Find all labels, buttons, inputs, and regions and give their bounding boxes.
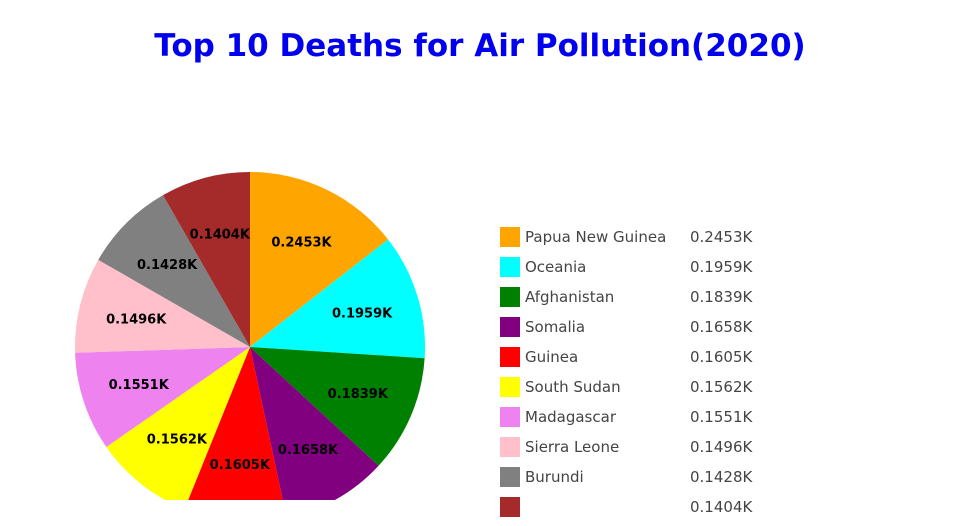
pie-slice [163, 172, 250, 347]
slice-data-label: 0.1839K [328, 387, 389, 402]
legend-label: Afghanistan [525, 288, 615, 306]
legend-label: South Sudan [525, 378, 621, 396]
legend-label: Guinea [525, 348, 579, 366]
pie-slice [250, 172, 389, 347]
pie-slice [75, 347, 250, 447]
legend-swatch [500, 347, 520, 367]
legend-item[interactable]: Afghanistan 0.1839K [500, 286, 920, 316]
legend-value: 0.1959K [690, 258, 753, 276]
legend-swatch [500, 227, 520, 247]
legend-label: Burundi [525, 468, 584, 486]
legend-item[interactable]: Guinea 0.1605K [500, 346, 920, 376]
legend-value: 0.1839K [690, 288, 753, 306]
legend-label: Papua New Guinea [525, 228, 667, 246]
legend-swatch [500, 437, 520, 457]
legend-label: Madagascar [525, 408, 616, 426]
slice-data-label: 0.1496K [106, 313, 167, 328]
legend-item[interactable]: Burundi 0.1428K [500, 466, 920, 496]
legend-swatch [500, 317, 520, 337]
legend-item[interactable]: 0.1404K [500, 496, 920, 526]
slice-data-label: 0.1605K [210, 458, 271, 473]
slice-data-label: 0.1959K [332, 307, 393, 322]
slice-data-label: 0.1428K [137, 258, 198, 273]
pie-slice [188, 347, 283, 500]
slice-data-label: 0.1404K [190, 228, 251, 243]
slice-data-label: 0.1658K [278, 443, 339, 458]
legend-value: 0.1404K [690, 498, 753, 516]
pie-chart: 0.2453K 0.1959K 0.1839K 0.1658K 0.1605K0.156… [75, 172, 426, 500]
legend-swatch [500, 467, 520, 487]
legend-label: Somalia [525, 318, 586, 336]
legend-item[interactable]: Somalia 0.1658K [500, 316, 920, 346]
pie-slice [75, 259, 250, 353]
legend-label: Oceania [525, 258, 587, 276]
slice-data-label: 0.2453K [271, 236, 332, 251]
legend-value: 0.1428K [690, 468, 753, 486]
legend-value: 0.1562K [690, 378, 753, 396]
legend: Papua New Guinea 0.2453K Oceania 0.1959K Afg… [500, 226, 920, 526]
legend-swatch [500, 497, 520, 517]
legend-label: Sierra Leone [525, 438, 620, 456]
pie-slice [250, 347, 425, 466]
legend-item[interactable]: Papua New Guinea 0.2453K [500, 226, 920, 256]
legend-item[interactable]: South Sudan 0.1562K [500, 376, 920, 406]
pie-slice [250, 347, 379, 500]
slice-data-label: 0.1551K [109, 378, 170, 393]
legend-item[interactable]: Madagascar 0.1551K [500, 406, 920, 436]
legend-swatch [500, 377, 520, 397]
legend-swatch [500, 287, 520, 307]
legend-value: 0.2453K [690, 228, 753, 246]
chart-title: Top 10 Deaths for Air Pollution(2020) [154, 28, 806, 64]
legend-swatch [500, 257, 520, 277]
pie-slice [106, 347, 250, 500]
legend-item[interactable]: Oceania 0.1959K [500, 256, 920, 286]
legend-swatch [500, 407, 520, 427]
pie-slice [98, 195, 250, 347]
legend-value: 0.1496K [690, 438, 753, 456]
legend-value: 0.1658K [690, 318, 753, 336]
legend-value: 0.1605K [690, 348, 753, 366]
pie-slice [250, 239, 426, 359]
slice-data-label: 0.1562K [147, 433, 208, 448]
legend-value: 0.1551K [690, 408, 753, 426]
legend-item[interactable]: Sierra Leone 0.1496K [500, 436, 920, 466]
